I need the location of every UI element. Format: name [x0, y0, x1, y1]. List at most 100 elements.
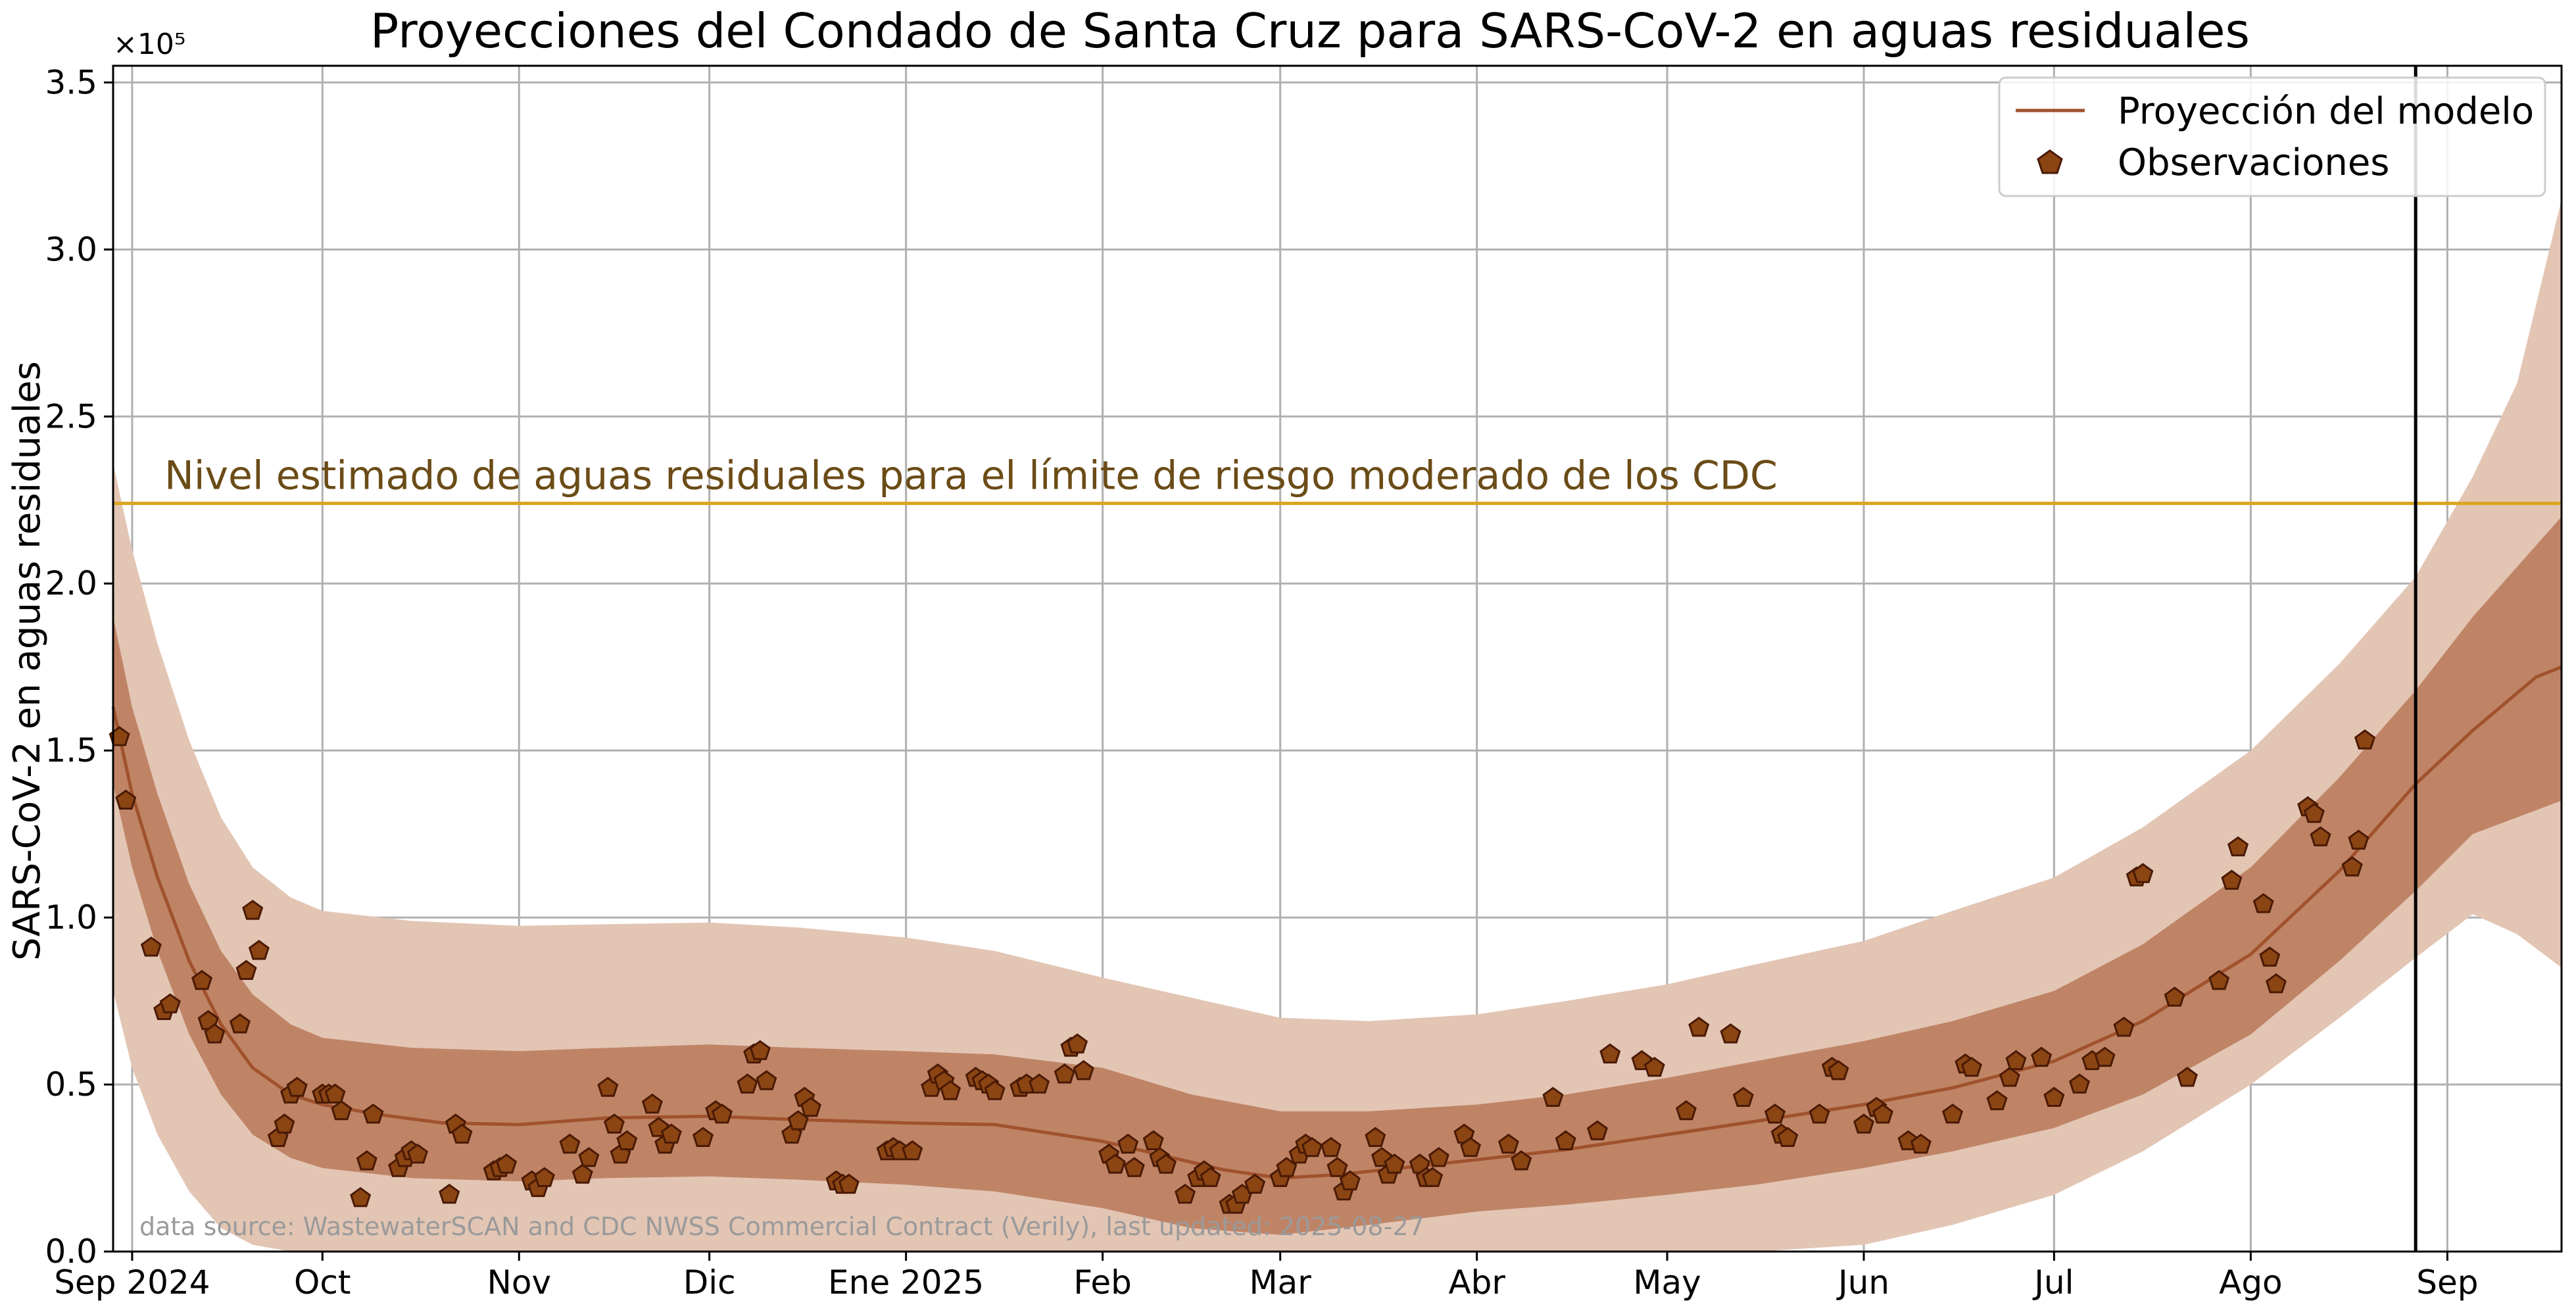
- x-tick-label: Nov: [487, 1263, 551, 1302]
- observation-point: [242, 900, 264, 920]
- observation-point: [984, 1080, 1006, 1100]
- y-axis-offset-label: ×10⁵: [113, 28, 186, 61]
- observation-point: [800, 1096, 821, 1117]
- observation-point: [1960, 1056, 1983, 1077]
- observation-point: [229, 1013, 251, 1034]
- observation-point: [2227, 836, 2249, 857]
- observation-point: [362, 1103, 384, 1124]
- observation-point: [692, 1127, 714, 1147]
- y-tick-label: 2.0: [45, 564, 97, 602]
- observation-point: [571, 1163, 593, 1184]
- observation-point: [1460, 1136, 1482, 1158]
- observation-point: [350, 1186, 372, 1207]
- observation-point: [140, 936, 162, 957]
- x-tick-label: Abr: [1448, 1263, 1505, 1302]
- observation-point: [2005, 1050, 2027, 1071]
- observation-point: [1200, 1167, 1221, 1187]
- observation-point: [324, 1083, 346, 1104]
- observation-point: [2176, 1067, 2198, 1087]
- observation-point: [559, 1133, 581, 1154]
- observation-point: [1853, 1113, 1875, 1134]
- y-tick-label: 0.5: [45, 1065, 97, 1104]
- observation-point: [2354, 729, 2376, 750]
- outer-interval-band: [113, 199, 2562, 1252]
- plot-frame: [112, 64, 2563, 1253]
- observation-point: [1155, 1154, 1177, 1174]
- legend-box: [1998, 76, 2546, 197]
- observation-point: [2259, 946, 2281, 967]
- legend-observations-label: Observaciones: [2118, 141, 2389, 184]
- observation-point: [1142, 1130, 1164, 1150]
- observation-point: [940, 1080, 961, 1100]
- observation-point: [2208, 969, 2230, 990]
- observation-point: [756, 1070, 777, 1090]
- x-tick-label: Feb: [1073, 1263, 1132, 1302]
- observation-point: [406, 1143, 428, 1164]
- observation-point: [2341, 856, 2363, 877]
- observation-point: [2132, 863, 2154, 883]
- observation-point: [578, 1146, 600, 1167]
- observation-point: [1872, 1103, 1893, 1124]
- source-note: data source: WastewaterSCAN and CDC NWSS…: [139, 1212, 1424, 1241]
- observation-point: [2068, 1073, 2090, 1094]
- y-tick-label: 1.5: [45, 731, 97, 769]
- observation-point: [1910, 1133, 1932, 1154]
- observation-point: [1175, 1183, 1196, 1204]
- observation-point: [1777, 1127, 1799, 1147]
- observation-point: [749, 1040, 771, 1060]
- observation-point: [1326, 1157, 1348, 1177]
- observation-point: [1123, 1157, 1145, 1177]
- observation-point: [1422, 1167, 1444, 1187]
- observation-point: [1643, 1056, 1665, 1077]
- y-tick-label: 0.0: [45, 1232, 97, 1271]
- observation-point: [1828, 1060, 1849, 1081]
- observation-point: [1809, 1103, 1830, 1124]
- observation-point: [1586, 1120, 1608, 1140]
- observation-point: [1365, 1127, 1386, 1147]
- observation-point: [603, 1113, 625, 1134]
- x-tick-label: Dic: [683, 1263, 736, 1302]
- observation-point: [2164, 987, 2185, 1007]
- observation-point: [235, 960, 257, 980]
- observation-point: [1104, 1154, 1126, 1174]
- observation-point: [204, 1023, 226, 1044]
- chart-title: Proyecciones del Condado de Santa Cruz p…: [370, 3, 2250, 59]
- x-tick-label: Oct: [294, 1263, 351, 1302]
- observation-point: [159, 993, 181, 1013]
- observation-point: [1073, 1060, 1094, 1081]
- observation-point: [1688, 1016, 1710, 1037]
- observation-point: [1599, 1043, 1621, 1063]
- observation-point: [1999, 1067, 2020, 1087]
- observation-point: [1301, 1136, 1323, 1158]
- x-tick-label: Sep 2024: [54, 1263, 210, 1302]
- legend: Proyección del modelo Observaciones: [1998, 76, 2546, 197]
- y-tick-label: 1.0: [45, 898, 97, 937]
- observation-point: [115, 789, 137, 810]
- observation-point: [1029, 1073, 1050, 1094]
- observation-point: [2252, 892, 2274, 914]
- observation-point: [1339, 1170, 1361, 1190]
- observation-point: [331, 1100, 352, 1121]
- y-tick-label: 3.0: [45, 230, 97, 268]
- y-tick-label: 2.5: [45, 397, 97, 435]
- observation-point: [286, 1077, 308, 1097]
- observation-point: [2221, 869, 2243, 890]
- threshold-label: Nivel estimado de aguas residuales para …: [164, 452, 1778, 499]
- observation-point: [2031, 1046, 2053, 1067]
- observation-point: [1942, 1103, 1964, 1124]
- observation-point: [1764, 1103, 1786, 1124]
- observation-point: [1720, 1023, 1741, 1044]
- observation-point: [711, 1103, 733, 1124]
- x-tick-label: Sep: [2416, 1263, 2478, 1302]
- observation-point: [1542, 1086, 1564, 1107]
- observation-point: [356, 1150, 377, 1171]
- legend-model-label: Proyección del modelo: [2118, 90, 2534, 133]
- observation-point: [495, 1154, 518, 1174]
- observation-point: [1986, 1090, 2008, 1111]
- observation-point: [737, 1073, 758, 1094]
- observation-point: [533, 1167, 555, 1187]
- x-tick-label: Mar: [1250, 1263, 1312, 1302]
- observation-point: [2265, 973, 2287, 994]
- inner-interval-band: [113, 516, 2562, 1235]
